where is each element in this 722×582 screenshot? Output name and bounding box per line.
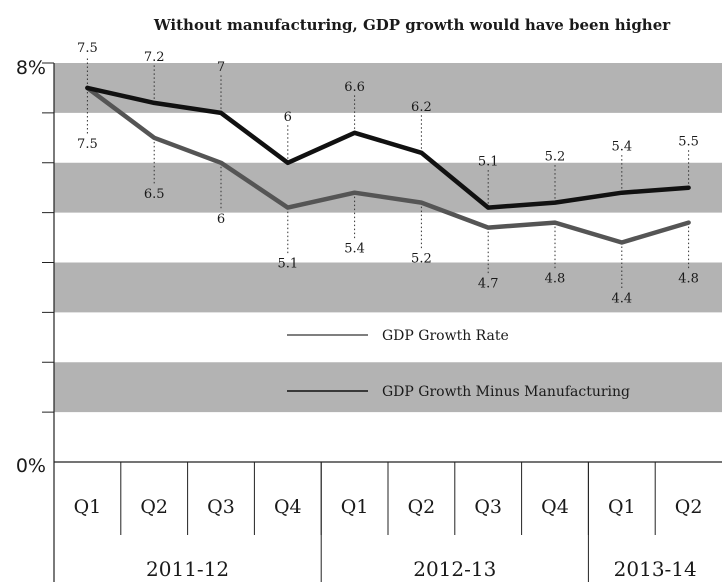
data-label: 6.2 (411, 100, 432, 115)
data-label: 5.2 (411, 252, 432, 267)
year-label: 2013-14 (614, 557, 697, 581)
data-label: 5.4 (611, 140, 632, 155)
data-label: 4.7 (478, 277, 499, 292)
data-label: 6 (217, 212, 225, 227)
series-line (85, 85, 691, 245)
x-tick-label: Q4 (274, 496, 302, 518)
x-tick-label: Q1 (608, 496, 636, 518)
x-tick-label: Q1 (74, 496, 102, 518)
year-label: 2012-13 (413, 557, 496, 581)
grid-bands (54, 63, 722, 413)
data-label: 6.5 (144, 187, 165, 202)
x-tick-label: Q4 (541, 496, 569, 518)
data-label: 6 (284, 110, 292, 125)
data-label: 4.8 (545, 272, 566, 287)
series-lines (85, 85, 691, 245)
x-tick-label: Q2 (140, 496, 168, 518)
grid-band (54, 162, 722, 213)
x-tick-label: Q2 (675, 496, 703, 518)
data-label: 6.6 (344, 80, 365, 95)
data-label: 4.4 (611, 292, 632, 307)
series-line (85, 85, 691, 210)
x-tick-label: Q3 (207, 496, 235, 518)
grid-band (54, 362, 722, 413)
x-tick-label: Q3 (474, 496, 502, 518)
value-labels: 7.5 6.5 6 5.1 5.4 5.2 4.7 4.8 4.4 4.8 7.5 7.2 7 6 6.6 6… (77, 41, 699, 307)
x-tick-label: Q1 (341, 496, 369, 518)
legend-label: GDP Growth Minus Manufacturing (382, 384, 630, 400)
legend-label: GDP Growth Rate (382, 328, 509, 344)
chart-title: Without manufacturing, GDP growth would … (153, 16, 671, 34)
grid-band (54, 262, 722, 313)
y-ticks (42, 62, 54, 413)
data-label: 5.5 (678, 135, 699, 150)
legend: GDP Growth Rate GDP Growth Minus Manufact… (287, 328, 630, 400)
x-tick-label: Q2 (408, 496, 436, 518)
data-label: 4.8 (678, 272, 699, 287)
data-label: 7.5 (77, 41, 98, 56)
data-label: 5.2 (545, 150, 566, 165)
y-axis-max-label: 8% (16, 57, 46, 79)
x-axis-categories: Q1 Q2 Q3 Q4 Q1 Q2 Q3 Q4 Q1 Q2 2011-12 2012-13 2013-1… (74, 462, 703, 582)
data-label: 7 (217, 60, 225, 75)
data-label: 7.5 (77, 137, 98, 152)
data-label: 5.1 (478, 155, 499, 170)
year-label: 2011-12 (146, 557, 229, 581)
value-leaders (86, 56, 690, 289)
data-label: 5.4 (344, 242, 365, 257)
y-axis-min-label: 0% (16, 455, 46, 477)
data-label: 5.1 (277, 257, 298, 272)
data-label: 7.2 (144, 50, 165, 65)
